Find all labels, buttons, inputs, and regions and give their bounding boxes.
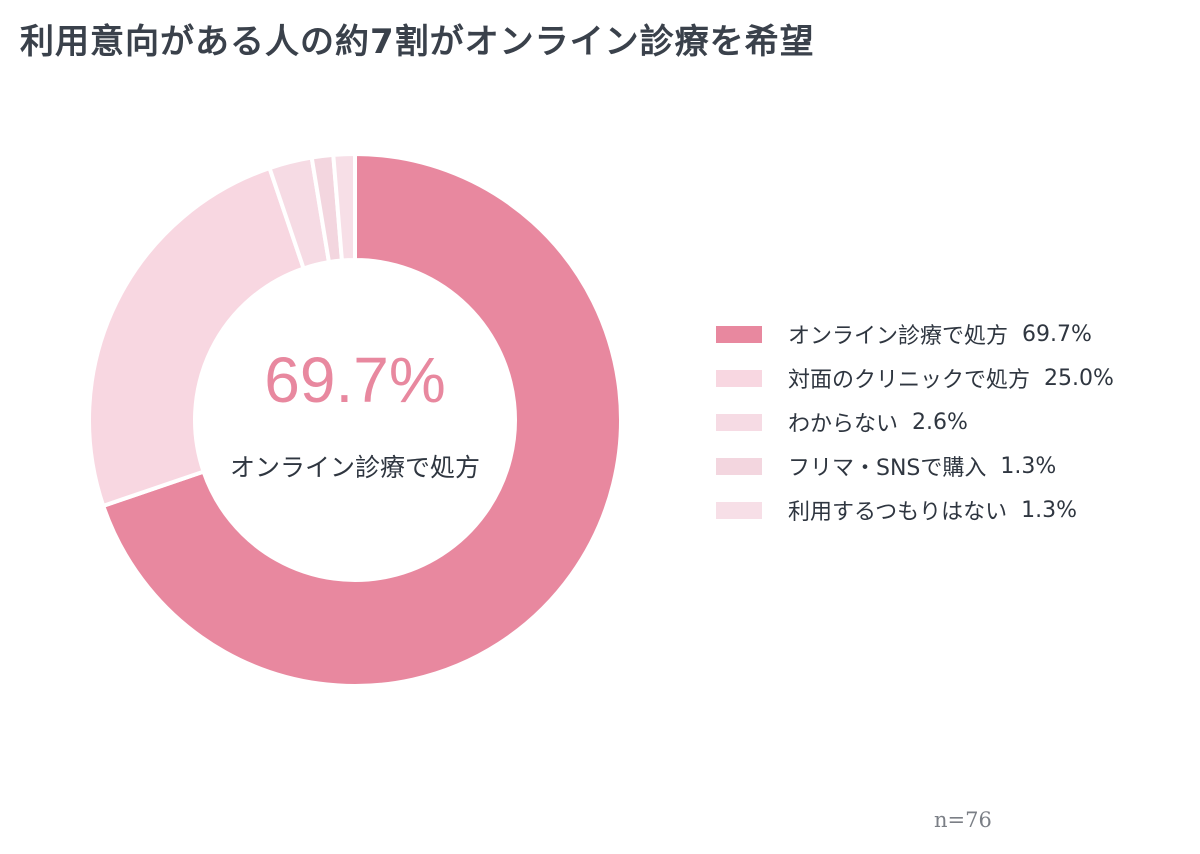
chart-legend: オンライン診療で処方 69.7% 対面のクリニックで処方 25.0% わからない… (716, 312, 1186, 532)
donut-slice (87, 166, 306, 508)
donut-chart: 69.7% オンライン診療で処方 (87, 152, 623, 688)
sample-size-note: n=76 (934, 808, 992, 832)
center-category-label: オンライン診療で処方 (230, 453, 480, 482)
legend-value: 69.7% (1022, 321, 1092, 347)
legend-item: オンライン診療で処方 69.7% (716, 312, 1186, 356)
chart-title: 利用意向がある人の約7割がオンライン診療を希望 (20, 22, 815, 62)
legend-value: 25.0% (1044, 365, 1114, 391)
legend-item: わからない 2.6% (716, 400, 1186, 444)
legend-swatch (716, 325, 762, 343)
legend-label: 対面のクリニックで処方 (788, 368, 1031, 393)
center-value-label: 69.7% (264, 344, 445, 416)
legend-label: 利用するつもりはない (788, 500, 1008, 525)
legend-swatch (716, 369, 762, 387)
legend-label: オンライン診療で処方 (788, 324, 1009, 349)
legend-value: 1.3% (1021, 497, 1078, 523)
legend-item: 利用するつもりはない 1.3% (716, 488, 1186, 532)
legend-swatch (716, 501, 762, 519)
legend-value: 1.3% (1000, 453, 1057, 479)
legend-item: 対面のクリニックで処方 25.0% (716, 356, 1186, 400)
legend-swatch (716, 457, 762, 475)
donut-slice (331, 152, 357, 263)
legend-swatch (716, 413, 762, 431)
legend-value: 2.6% (912, 409, 968, 435)
legend-label: わからない (788, 412, 899, 437)
donut-slices (87, 152, 623, 688)
donut-slice (101, 152, 623, 688)
legend-label: フリマ・SNSで購入 (788, 456, 987, 481)
legend-item: フリマ・SNSで購入 1.3% (716, 444, 1186, 488)
